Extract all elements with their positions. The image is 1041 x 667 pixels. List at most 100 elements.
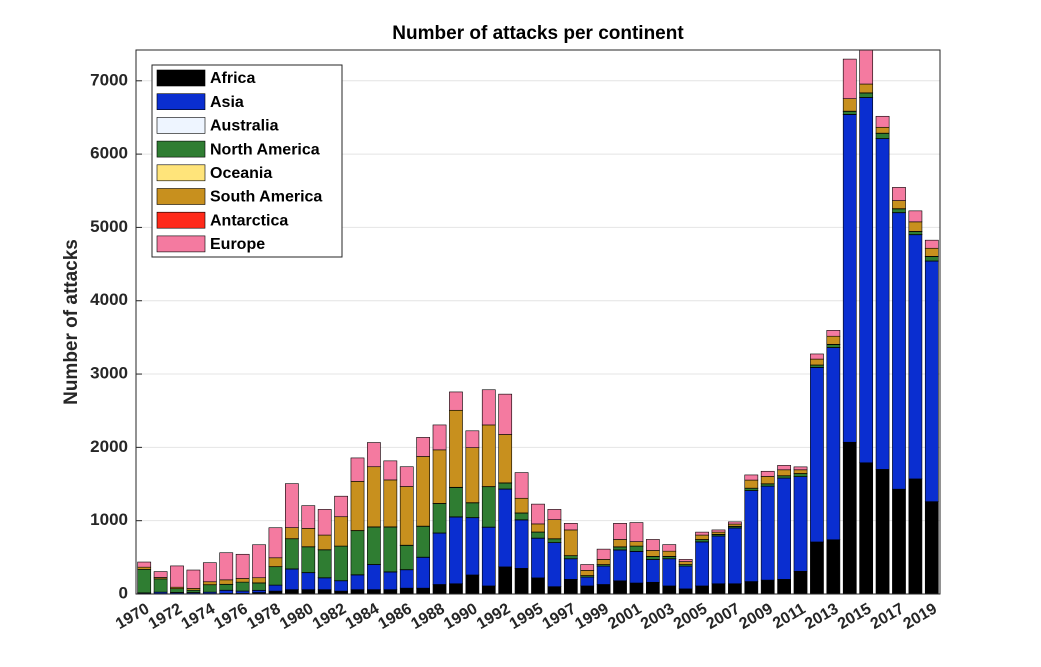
bar-segment (153, 578, 168, 593)
bar-segment (777, 477, 791, 580)
bar-segment (596, 559, 611, 565)
bar-segment (580, 585, 595, 594)
bar-segment (317, 589, 332, 594)
bar-segment (514, 472, 529, 499)
bar-segment (219, 552, 234, 581)
bar-segment (695, 541, 709, 587)
bar-segment (432, 532, 447, 585)
bar-segment (219, 584, 234, 591)
bar-segment (629, 545, 644, 552)
bar-segment (383, 479, 398, 528)
bar-segment (449, 583, 463, 594)
x-tick-label: 1988 (408, 600, 447, 633)
bar-segment (908, 234, 923, 480)
bar-segment (662, 585, 677, 594)
bar-segment (563, 558, 578, 580)
bar-segment (826, 335, 841, 345)
bar-segment (219, 579, 234, 585)
bar-segment (924, 247, 939, 257)
bar-segment (235, 553, 250, 579)
bar-segment (367, 564, 381, 590)
bar-segment (859, 50, 874, 85)
bar-segment (186, 589, 201, 593)
bar-segment (695, 531, 709, 536)
bar-segment (202, 562, 217, 583)
x-tick-label: 1974 (179, 600, 218, 633)
x-tick-label: 1982 (310, 600, 349, 633)
bar-segment (826, 344, 841, 348)
legend-swatch (156, 164, 206, 182)
bar-segment (383, 571, 398, 590)
bar-segment (235, 578, 250, 583)
bar-segment (842, 58, 857, 99)
bar-segment (793, 469, 808, 474)
bar-segment (268, 566, 283, 586)
x-tick-label: 2017 (868, 600, 907, 633)
bar-segment (580, 570, 595, 576)
legend-swatch (156, 69, 206, 87)
bar-segment (514, 497, 529, 514)
x-tick-label: 2011 (770, 600, 809, 632)
bar-segment (514, 568, 529, 594)
x-tick-label: 1986 (376, 600, 415, 633)
bar-segment (137, 561, 152, 568)
bar-segment (481, 486, 496, 528)
bar-segment (432, 584, 447, 594)
y-tick-label: 4000 (90, 290, 128, 309)
bar-segment (465, 447, 480, 503)
bar-segment (875, 138, 890, 470)
bar-segment (892, 488, 906, 594)
y-tick-label: 2000 (90, 437, 128, 456)
bar-segment (645, 550, 660, 557)
bar-segment (498, 434, 513, 484)
bar-segment (760, 579, 775, 594)
bar-segment (596, 565, 611, 585)
bar-segment (810, 353, 824, 360)
bar-segment (416, 456, 431, 527)
bar-segment (613, 546, 627, 551)
bar-segment (810, 364, 824, 368)
bar-segment (383, 460, 398, 481)
bar-segment (777, 469, 791, 476)
bar-segment (744, 474, 759, 481)
bar-segment (514, 519, 529, 569)
bar-segment (186, 569, 201, 589)
bar-segment (662, 558, 677, 587)
bar-segment (810, 358, 824, 366)
bar-segment (432, 503, 447, 534)
bar-segment (498, 482, 513, 490)
x-tick-label: 1999 (572, 600, 611, 633)
bar-segment (875, 115, 890, 128)
bar-segment (367, 526, 381, 565)
bar-segment (793, 476, 808, 572)
bar-segment (481, 389, 496, 426)
bar-segment (350, 589, 365, 594)
legend-swatch (156, 188, 206, 205)
legend-label: Europe (210, 236, 265, 253)
bar-segment (826, 539, 841, 594)
plot-frame (135, 49, 941, 595)
bar-segment (695, 539, 709, 543)
bar-segment (711, 529, 726, 533)
bar-segment (859, 92, 874, 98)
bar-segment (842, 114, 857, 443)
y-axis-label: Number of attacks (61, 239, 82, 405)
bar-segment (629, 582, 644, 594)
legend-label: Africa (210, 70, 255, 87)
bar-segment (563, 579, 578, 594)
x-tick-label: 1995 (507, 600, 546, 633)
bar-segment (285, 568, 299, 590)
x-tick-label: 1980 (277, 600, 316, 633)
bar-segment (547, 586, 562, 594)
bar-segment (334, 580, 348, 592)
bar-segment (367, 466, 381, 528)
bar-segment (219, 590, 234, 594)
bar-segment (301, 528, 316, 548)
bar-segment (892, 187, 906, 201)
bar-segment (924, 501, 939, 594)
bar-segment (137, 569, 152, 594)
bar-segment (645, 581, 660, 594)
bar-segment (416, 437, 431, 457)
x-tick-label: 2015 (835, 600, 874, 633)
bar-segment (252, 590, 266, 593)
